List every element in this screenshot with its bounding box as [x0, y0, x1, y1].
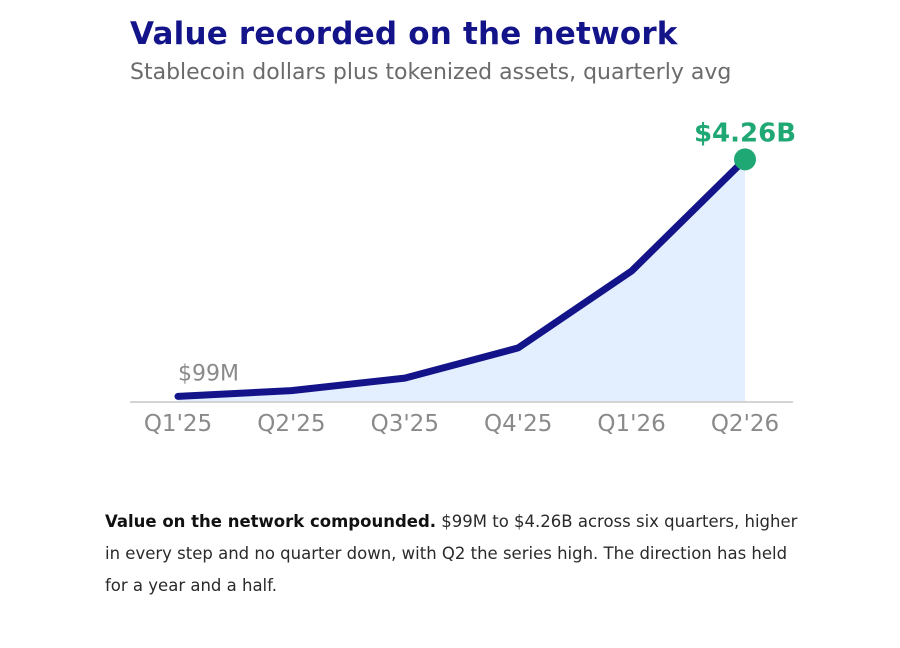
last-value-label: $4.26B — [694, 118, 796, 148]
chart-title: Value recorded on the network — [130, 16, 678, 52]
summary-lead: Value on the network compounded. — [105, 512, 437, 531]
x-tick-label: Q2'25 — [257, 411, 325, 437]
last-value-dot — [734, 148, 756, 171]
x-tick-label: Q1'26 — [597, 411, 665, 437]
x-axis-ticks: Q1'25 Q2'25 Q3'25 Q4'25 Q1'26 Q2'26 — [144, 411, 779, 437]
summary-note: Value on the network compounded. $99M to… — [105, 506, 815, 602]
x-tick-label: Q4'25 — [484, 411, 552, 437]
x-tick-label: Q2'26 — [711, 411, 779, 437]
area-fill — [178, 159, 745, 402]
series-line — [174, 155, 749, 400]
value-area-chart: Q1'25 Q2'25 Q3'25 Q4'25 Q1'26 Q2'26 $99M $4.2… — [130, 118, 796, 437]
chart-subtitle: Stablecoin dollars plus tokenized assets… — [130, 60, 732, 85]
first-value-label: $99M — [178, 361, 239, 386]
summary-body: $99M to $4.26B across six quarters, high… — [105, 512, 798, 595]
x-tick-label: Q3'25 — [371, 411, 439, 437]
x-tick-label: Q1'25 — [144, 411, 212, 437]
